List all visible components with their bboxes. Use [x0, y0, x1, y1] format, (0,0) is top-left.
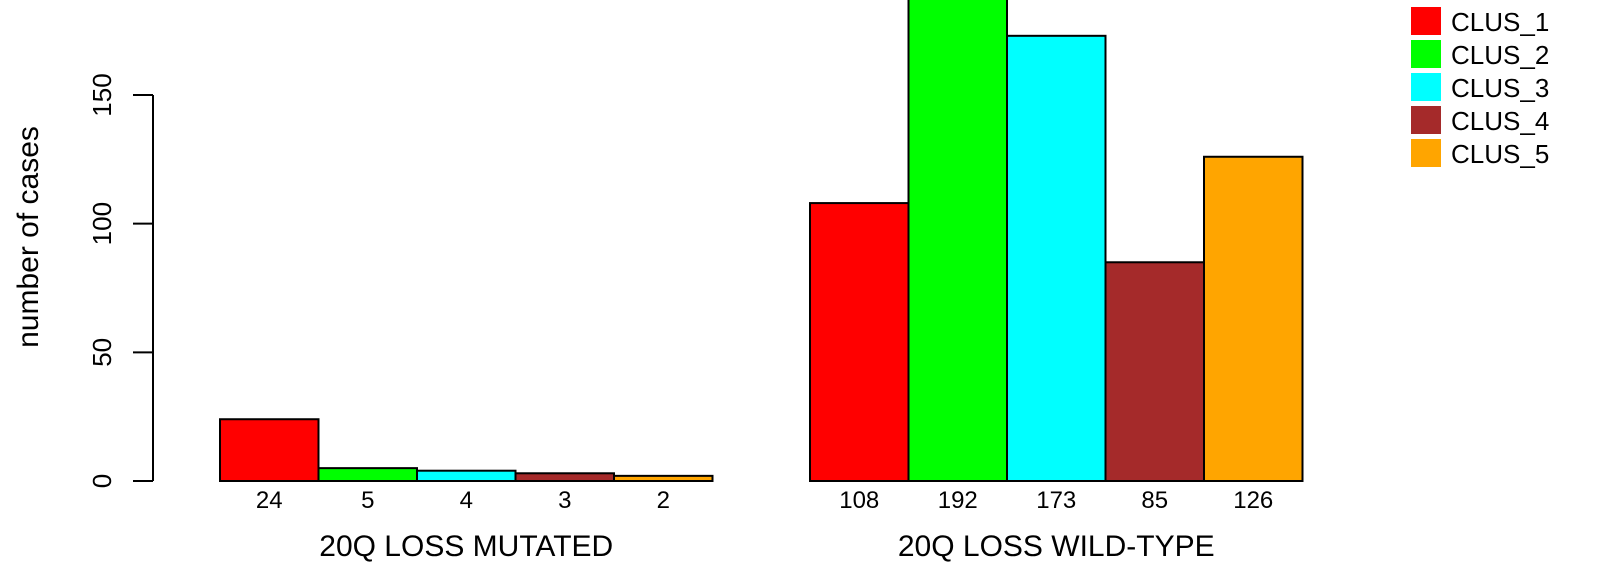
legend-label: CLUS_5	[1451, 139, 1549, 169]
bar-clus-4	[514, 472, 615, 482]
bar-clus-1	[219, 418, 320, 482]
legend-label: CLUS_2	[1451, 40, 1549, 70]
bar-value-label: 24	[256, 487, 283, 514]
bar-labels: 24 5 4 3 2 108 192 173 85 126	[256, 487, 1273, 514]
y-tick-label: 150	[87, 73, 117, 116]
bar-value-label: 85	[1141, 487, 1168, 514]
bar-clus-2	[907, 0, 1008, 482]
bar-clus-5	[1203, 155, 1304, 482]
legend-swatch	[1411, 106, 1441, 134]
legend-label: CLUS_3	[1451, 73, 1549, 103]
legend-label: CLUS_4	[1451, 106, 1549, 136]
y-tick-label: 50	[87, 338, 117, 367]
bar-value-label: 108	[839, 487, 879, 514]
legend-label: CLUS_1	[1451, 7, 1549, 37]
group-labels: 20Q LOSS MUTATED 20Q LOSS WILD-TYPE	[319, 530, 1214, 563]
bar-value-label: 192	[938, 487, 978, 514]
bar-clus-4	[1104, 261, 1205, 482]
legend-swatch	[1411, 139, 1441, 167]
bar-value-label: 173	[1036, 487, 1076, 514]
bar-clus-3	[416, 469, 517, 482]
group-label: 20Q LOSS MUTATED	[319, 530, 613, 563]
bar-clus-1	[809, 202, 910, 483]
y-tick-label: 100	[87, 202, 117, 245]
bar-value-label: 3	[558, 487, 571, 514]
bar-clus-3	[1006, 34, 1107, 483]
legend-swatch	[1411, 73, 1441, 101]
bars	[219, 0, 1304, 483]
y-tick-label: 0	[87, 474, 117, 488]
group-label: 20Q LOSS WILD-TYPE	[898, 530, 1215, 563]
legend-swatch	[1411, 40, 1441, 68]
bar-value-label: 2	[657, 487, 670, 514]
y-axis: 0 50 100 150	[87, 73, 154, 488]
bar-value-label: 5	[361, 487, 374, 514]
bar-clus-5	[613, 474, 714, 482]
bar-value-label: 4	[460, 487, 473, 514]
bar-value-label: 126	[1233, 487, 1273, 514]
y-axis-title: number of cases	[12, 126, 45, 348]
legend-swatch	[1411, 7, 1441, 35]
bar-clus-2	[317, 467, 418, 482]
